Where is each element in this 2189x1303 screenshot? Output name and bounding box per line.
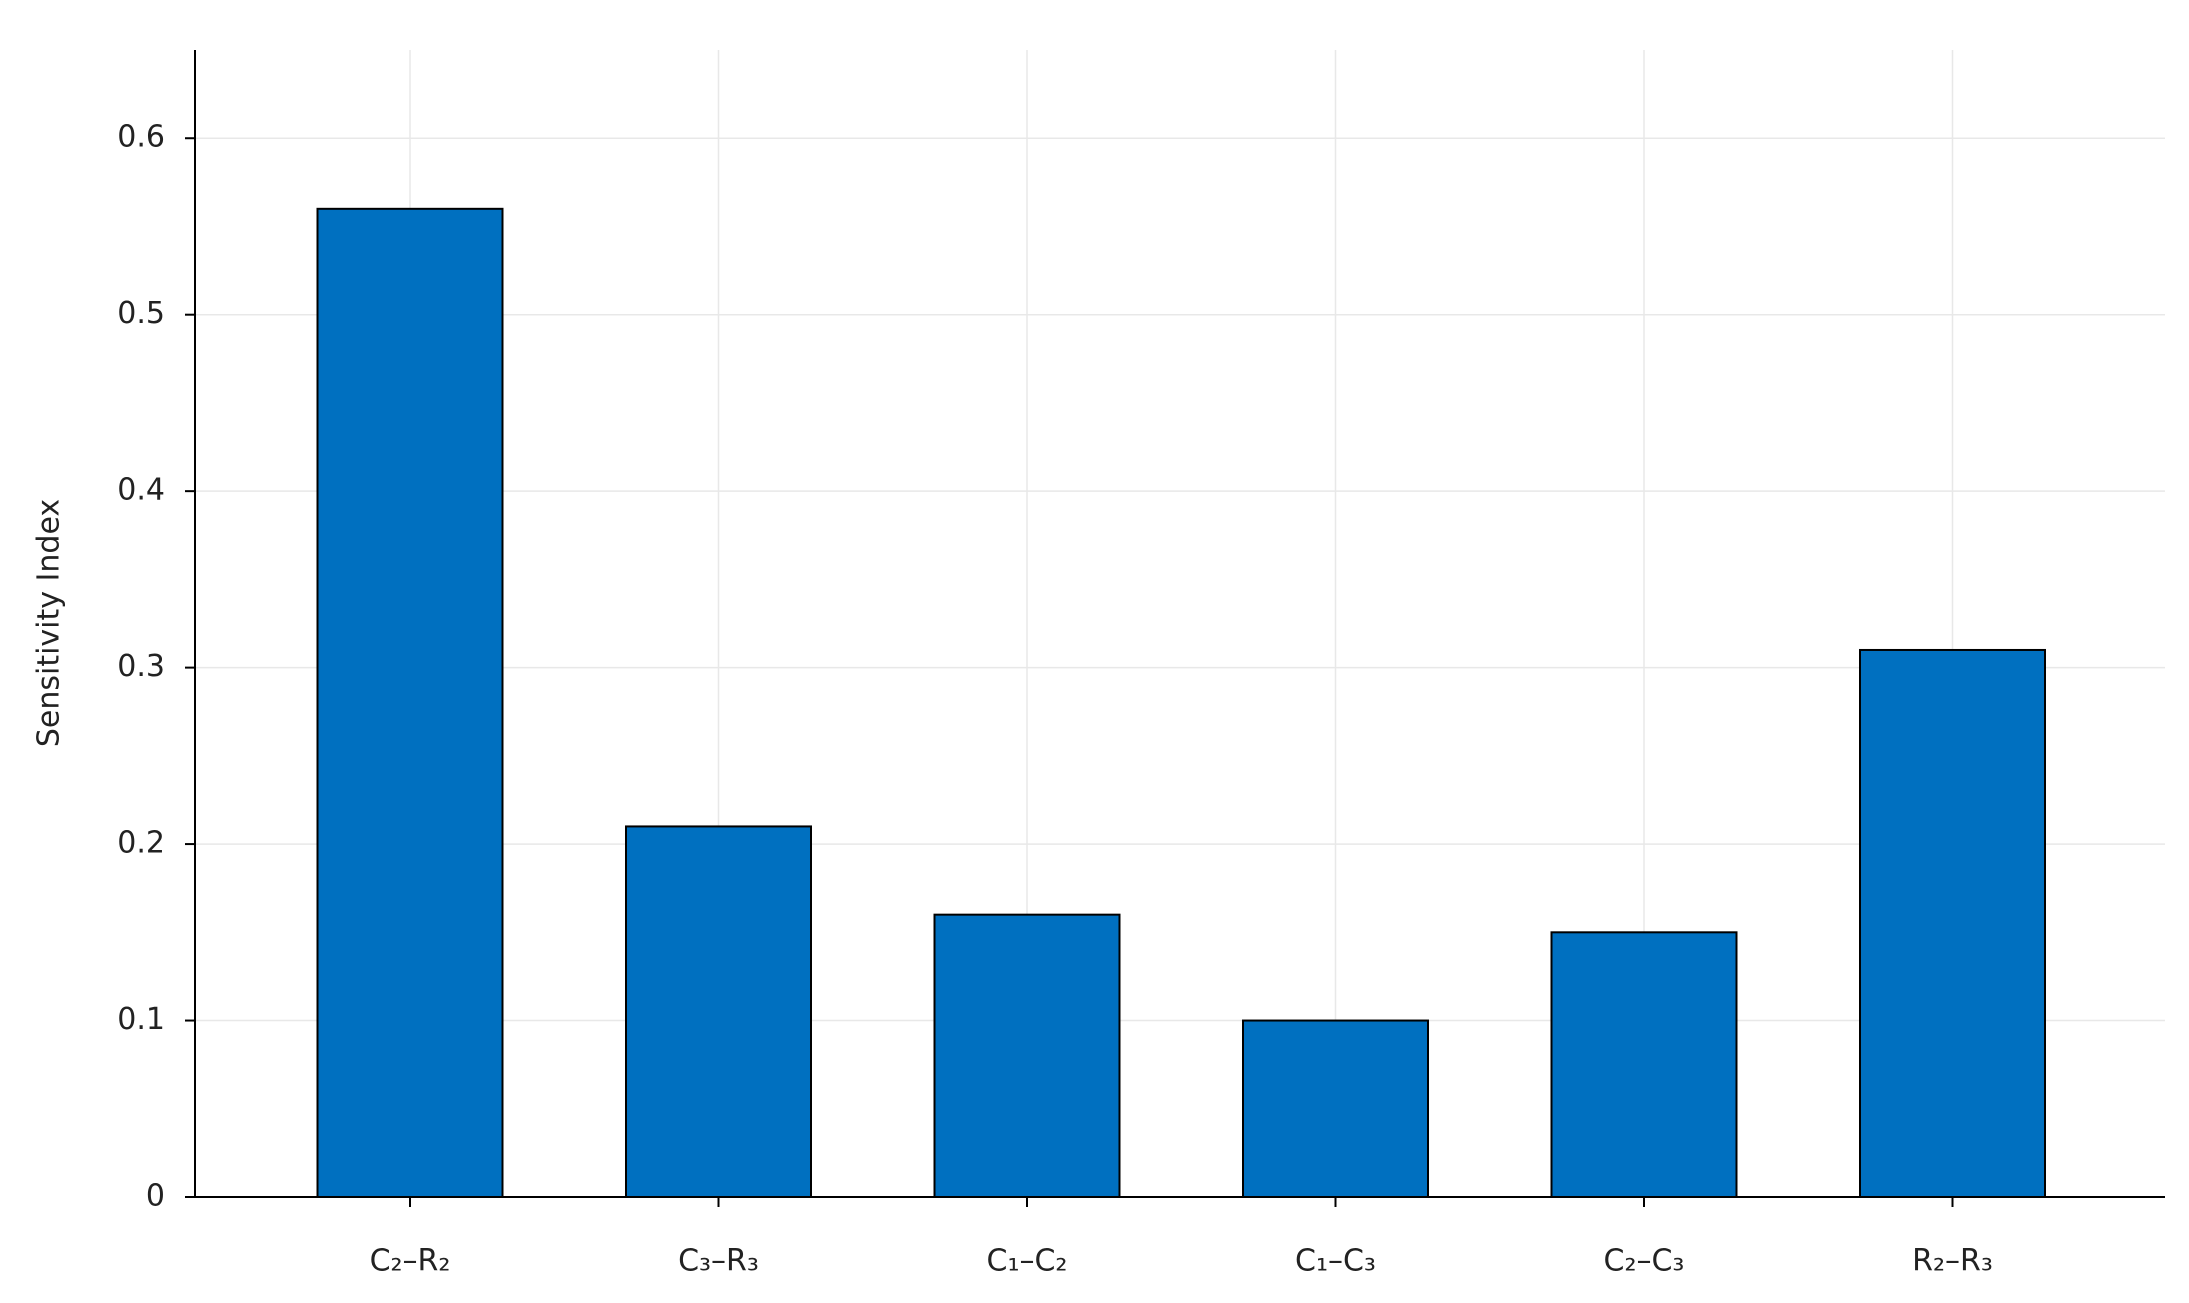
- bar: [1550, 931, 1738, 1198]
- y-tick-label: 0.2: [117, 826, 165, 861]
- x-tick-label: C₂–C₃: [1604, 1244, 1685, 1279]
- y-axis-label: Sensitivity Index: [32, 499, 67, 747]
- y-tick-label: 0.4: [117, 473, 165, 508]
- bar: [1859, 648, 2046, 1198]
- y-tick-label: 0.1: [117, 1002, 165, 1037]
- bar: [625, 825, 812, 1199]
- x-tick-label: C₃–R₃: [678, 1244, 759, 1279]
- x-tick-label: C₁–C₃: [1295, 1244, 1376, 1279]
- bar: [933, 913, 1121, 1199]
- bar: [1242, 1019, 1429, 1198]
- y-tick-label: 0: [146, 1179, 165, 1214]
- y-tick-label: 0.6: [117, 120, 165, 155]
- y-tick-label: 0.3: [117, 649, 165, 684]
- x-tick-label: C₂–R₂: [370, 1244, 451, 1279]
- x-tick-label: C₁–C₂: [987, 1244, 1068, 1279]
- y-tick-label: 0.5: [117, 296, 165, 331]
- x-tick-label: R₂–R₃: [1912, 1244, 1993, 1279]
- bar: [316, 207, 504, 1199]
